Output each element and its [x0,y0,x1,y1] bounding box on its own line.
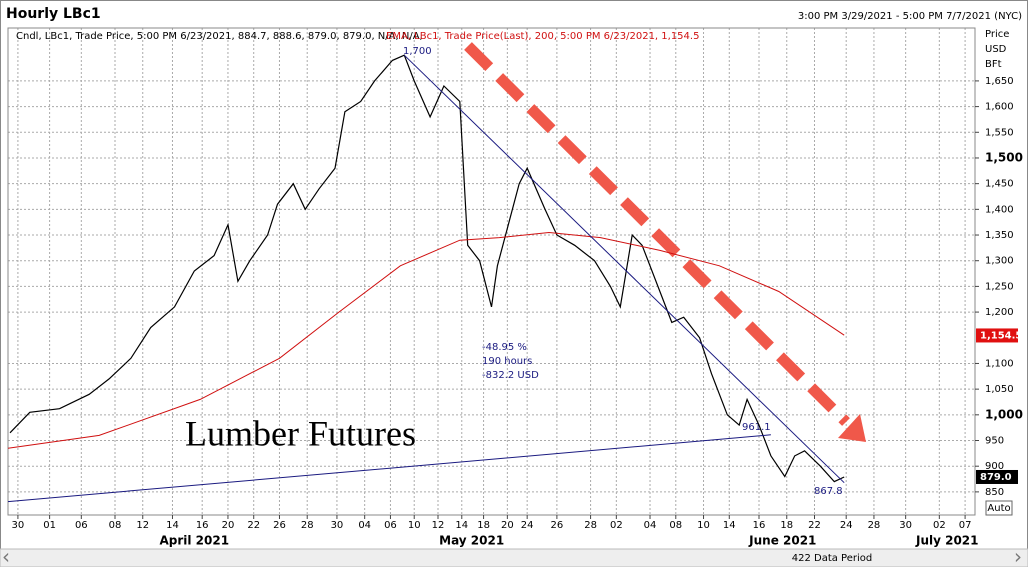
auto-label: Auto [987,503,1010,514]
x-tick-label: 04 [358,520,371,531]
x-tick-label: 10 [408,520,421,531]
y-tick-label: 1,550 [985,127,1014,138]
month-label: April 2021 [159,534,229,548]
price-tag [976,469,1018,484]
axis-header: Price [985,29,1009,40]
annotation: -832.2 USD [482,370,539,381]
y-tick-label: 1,250 [985,281,1014,292]
annotation: 1,700 [403,46,432,57]
x-tick-label: 26 [273,520,286,531]
scroll-left: ‹ [2,545,10,567]
plot-frame [7,27,976,516]
x-tick-label: 01 [43,520,56,531]
x-tick-label: 28 [301,520,314,531]
x-tick-label: 14 [723,520,736,531]
x-tick-label: 16 [753,520,766,531]
y-tick-label: 1,000 [985,407,1023,421]
x-tick-label: 12 [136,520,149,531]
x-tick-label: 07 [959,520,972,531]
x-tick-label: 30 [12,520,25,531]
x-tick-label: 06 [384,520,397,531]
y-tick-label: 1,450 [985,179,1014,190]
y-tick-label: 1,300 [985,256,1014,267]
month-label: May 2021 [439,534,504,548]
y-tick-label: 1,050 [985,384,1014,395]
x-tick-label: 30 [331,520,344,531]
y-tick-label: 1,400 [985,204,1014,215]
axis-header: BFt [985,59,1002,70]
x-tick-label: 18 [477,520,490,531]
grid [8,28,975,515]
annotation: 190 hours [482,356,532,367]
date-range: 3:00 PM 3/29/2021 - 5:00 PM 7/7/2021 (NY… [798,11,1022,22]
x-tick-label: 08 [109,520,122,531]
x-tick-label: 28 [584,520,597,531]
auto-button[interactable] [985,500,1013,516]
x-tick-label: 18 [780,520,793,531]
annotation: 867.8 [814,486,843,497]
trendline [403,54,845,484]
x-tick-label: 02 [933,520,946,531]
x-tick-label: 14 [166,520,179,531]
x-tick-label: 06 [75,520,88,531]
x-tick-label: 16 [196,520,209,531]
y-tick-label: 1,350 [985,230,1014,241]
data-period: 422 Data Period [792,553,873,564]
x-tick-label: 08 [669,520,682,531]
y-tick-label: 850 [985,487,1004,498]
scrollbar[interactable] [0,548,1028,567]
x-tick-label: 10 [697,520,710,531]
annotation: -48.95 % [482,342,527,353]
chart-title: Hourly LBc1 [6,6,101,22]
y-tick-label: 1,200 [985,307,1014,318]
y-tick-label: 1,650 [985,76,1014,87]
overlay-text: Lumber Futures [185,413,416,453]
x-tick-label: 24 [840,520,853,531]
x-tick-label: 02 [610,520,623,531]
scroll-right: › [1014,545,1022,567]
legend-ema: EMA, LBc1, Trade Price(Last), 200, 5:00 … [386,31,699,42]
x-tick-label: 28 [868,520,881,531]
month-label: June 2021 [748,534,816,548]
y-tick-label: 1,600 [985,102,1014,113]
series-line [7,231,845,449]
x-tick-label: 22 [247,520,260,531]
price-tag-label: 1,154.5 [980,330,1022,341]
axis-header: USD [985,44,1007,55]
month-label: July 2021 [915,534,979,548]
x-tick-label: 14 [455,520,468,531]
trend-arrow [464,42,866,442]
y-tick-label: 950 [985,436,1004,447]
x-tick-label: 26 [551,520,564,531]
series-line [9,54,845,483]
x-tick-label: 30 [899,520,912,531]
x-tick-label: 20 [222,520,235,531]
y-tick-label: 1,100 [985,358,1014,369]
y-tick-label: 900 [985,461,1004,472]
x-tick-label: 20 [501,520,514,531]
x-tick-label: 04 [644,520,657,531]
legend-price: Cndl, LBc1, Trade Price, 5:00 PM 6/23/20… [16,31,423,42]
price-tag-label: 879.0 [980,472,1012,483]
annotation: 961.1 [742,422,771,433]
price-tag [976,328,1018,343]
x-tick-label: 24 [521,520,534,531]
y-tick-label: 1,500 [985,150,1023,164]
x-tick-label: 12 [432,520,445,531]
trendline [7,434,771,503]
x-tick-label: 22 [808,520,821,531]
